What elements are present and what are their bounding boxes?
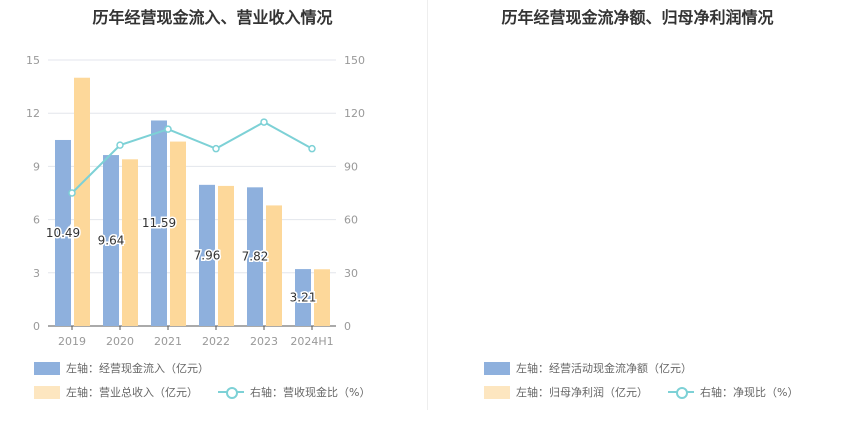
bar-a (247, 187, 263, 326)
x-tick-label: 2023 (250, 335, 278, 348)
legend-label: 左轴：归母净利润（亿元） (516, 386, 648, 399)
y-left-tick: 12 (26, 107, 40, 120)
y-right-tick: 0 (344, 320, 351, 333)
legend-label: 右轴：营收现金比（%） (250, 386, 371, 399)
bar-b (314, 269, 330, 326)
legend-line-icon (218, 385, 244, 399)
data-label: 7.82 (242, 250, 269, 264)
legend-label: 右轴：净现比（%） (700, 386, 799, 399)
legend-swatch (484, 385, 510, 399)
data-label: 7.96 (194, 248, 221, 262)
x-tick-label: 2020 (106, 335, 134, 348)
y-left-tick: 3 (33, 267, 40, 280)
line-point (116, 141, 124, 149)
bar-b (170, 141, 186, 326)
bar-b (122, 159, 138, 326)
bar-b (266, 205, 282, 326)
y-left-tick: 0 (33, 320, 40, 333)
legend-line-icon (668, 385, 694, 399)
y-right-tick: 120 (344, 107, 365, 120)
x-tick-label: 2021 (154, 335, 182, 348)
legend-label: 左轴：经营活动现金流净额（亿元） (516, 362, 692, 375)
legend-swatch (34, 385, 60, 399)
legend-item[interactable]: 右轴：营收现金比（%） (218, 384, 370, 400)
data-label: 3.21 (290, 291, 317, 305)
bar-a (103, 155, 119, 326)
y-right-tick: 30 (344, 267, 358, 280)
line-point (260, 118, 268, 126)
legend-item[interactable]: 右轴：净现比（%） (668, 384, 798, 400)
bar-b (74, 77, 90, 326)
x-tick-label: 2022 (202, 335, 230, 348)
data-label: 9.64 (98, 234, 125, 248)
y-left-tick: 6 (33, 214, 40, 227)
bar-a (295, 269, 311, 326)
line-point (68, 189, 76, 197)
bar-a (199, 184, 215, 326)
right-chart-title: 历年经营现金流净额、归母净利润情况 (501, 8, 774, 27)
line-point (212, 144, 220, 153)
legend-swatch (34, 361, 60, 375)
line-point (308, 144, 316, 153)
y-right-tick: 90 (344, 160, 358, 173)
left-chart-title: 历年经营现金流入、营业收入情况 (92, 8, 333, 27)
bar-a (151, 120, 167, 326)
legend-item[interactable]: 左轴：归母净利润（亿元） (484, 384, 648, 400)
y-left-tick: 9 (33, 160, 40, 173)
legend-swatch (484, 361, 510, 375)
data-label: 11.59 (142, 216, 176, 230)
bar-a (55, 139, 71, 326)
x-tick-label: 2019 (58, 335, 86, 348)
legend-item[interactable]: 左轴：经营活动现金流净额（亿元） (484, 360, 692, 376)
y-right-tick: 60 (344, 214, 358, 227)
legend-label: 左轴：营业总收入（亿元） (66, 386, 198, 399)
legend-item[interactable]: 左轴：营业总收入（亿元） (34, 384, 198, 400)
legend-label: 左轴：经营现金流入（亿元） (66, 362, 209, 375)
line-point (164, 125, 172, 133)
y-left-tick: 15 (26, 54, 40, 67)
x-tick-label: 2024H1 (290, 335, 333, 348)
divider (427, 0, 428, 410)
data-label: 10.49 (46, 226, 80, 240)
legend-item[interactable]: 左轴：经营现金流入（亿元） (34, 360, 209, 376)
line-series (71, 120, 313, 194)
y-right-tick: 150 (344, 54, 365, 67)
bar-b (218, 185, 234, 326)
